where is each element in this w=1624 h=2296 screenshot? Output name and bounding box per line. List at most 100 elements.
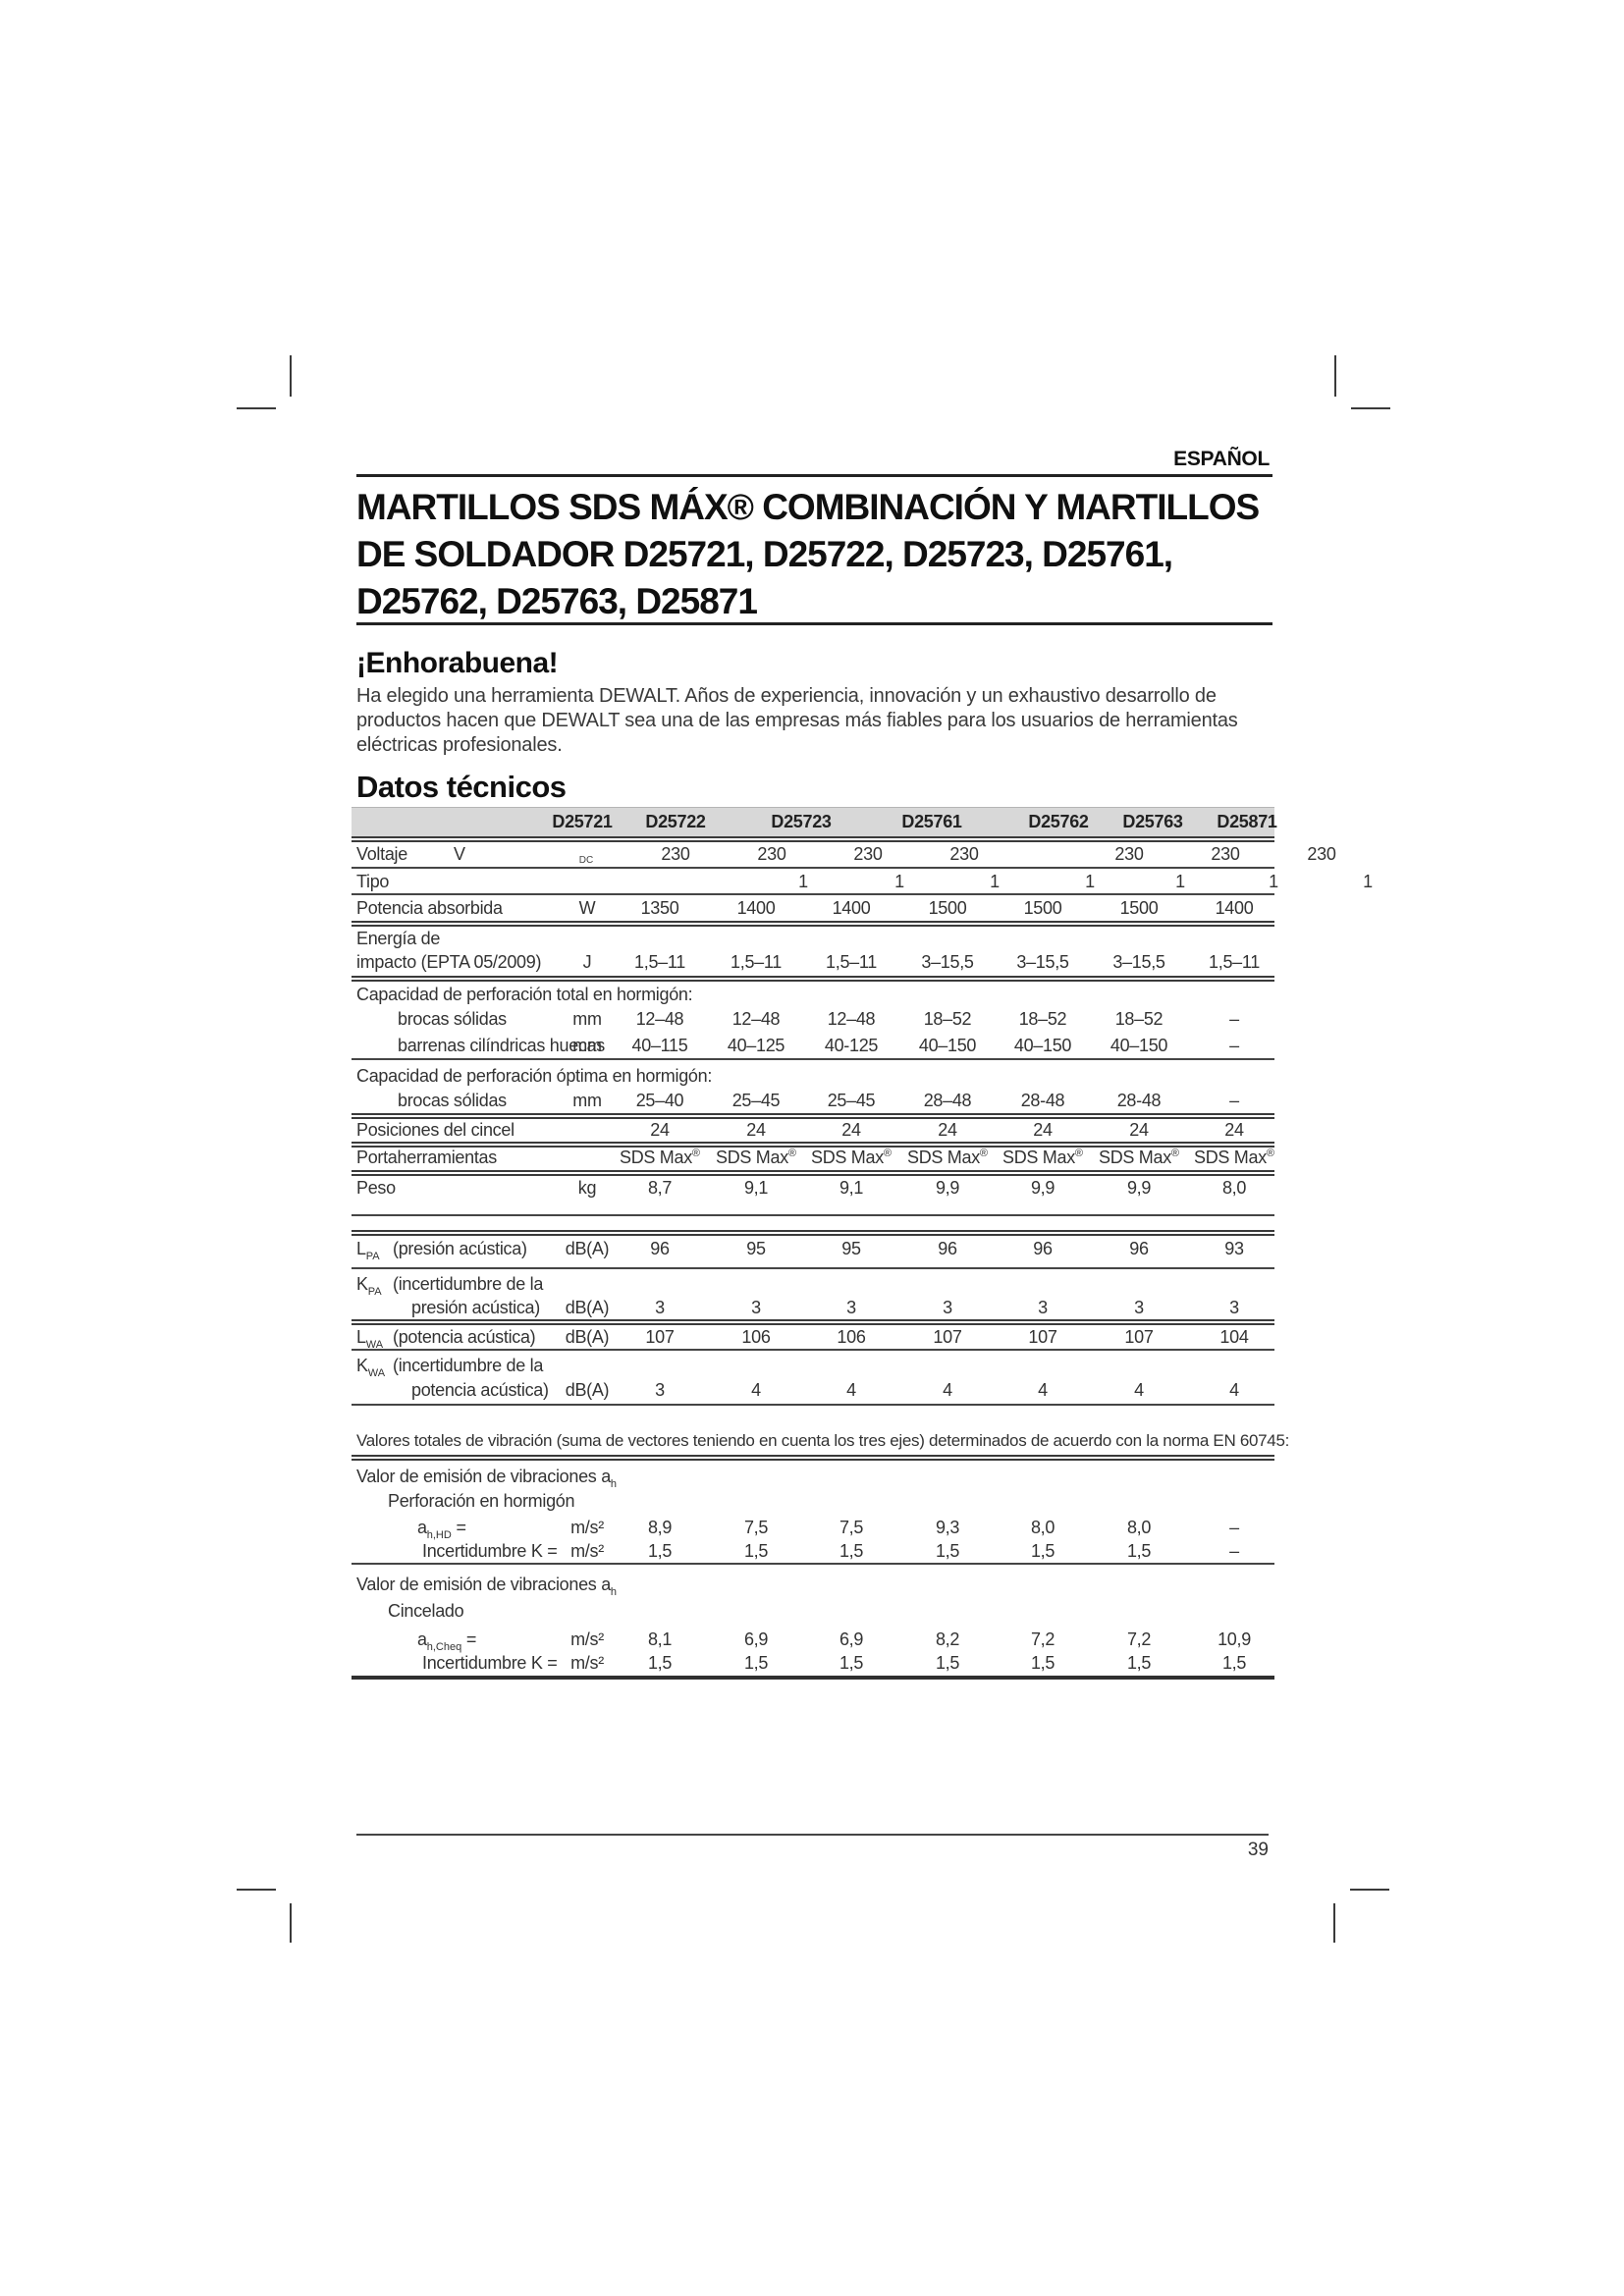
- table-row-potencia-label: Potencia absorbida: [356, 898, 503, 918]
- table-row-brocas1-value: 12–48: [635, 1009, 684, 1029]
- table-row-brocas1-label: brocas sólidas: [398, 1009, 507, 1029]
- model-column-header: D25762: [1028, 812, 1089, 831]
- crop-mark-top-left-h: [237, 407, 276, 409]
- table-row-brocas2-value: 25–40: [635, 1091, 684, 1110]
- vibration-group-1-row-1-label: ah,HD =: [417, 1518, 466, 1541]
- intro-line-2: productos hacen que DEWALT sea una de la…: [356, 710, 1238, 731]
- table-row-potencia-unit: W: [578, 898, 596, 918]
- table-row-tipo-value: 1: [1085, 872, 1095, 891]
- table-row-lpa-value: 95: [841, 1239, 861, 1258]
- table-row-voltaje-value: 230: [757, 844, 786, 864]
- table-row-voltaje-value: 230: [949, 844, 979, 864]
- table-row-lwa-unit: dB(A): [565, 1327, 610, 1347]
- table-row-peso-value: 9,1: [743, 1178, 769, 1198]
- table-row-potencia-value: 1400: [832, 898, 871, 918]
- intro-line-1: Ha elegido una herramienta DEWALT. Años …: [356, 685, 1217, 707]
- table-row-potencia-value: 1400: [736, 898, 776, 918]
- table-rule: [352, 1058, 1274, 1060]
- vibration-group-2-row-1-unit: m/s²: [570, 1629, 604, 1649]
- table-row-brocas1-value: 12–48: [827, 1009, 876, 1029]
- vibration-intro: Valores totales de vibración (suma de ve…: [356, 1431, 1290, 1450]
- table-row-energia-unit: J: [582, 952, 592, 972]
- table-row-brocas1-value: 18–52: [1018, 1009, 1067, 1029]
- table-row-lwa-value: 107: [1124, 1327, 1154, 1347]
- table-row-voltaje-value: 230: [1114, 844, 1144, 864]
- model-column-header: D25721: [552, 812, 613, 831]
- vibration-group-1-row-2-value: –: [1229, 1541, 1239, 1561]
- table-row-energia-value: 3–15,5: [1016, 952, 1069, 972]
- table-rule: [352, 1563, 1274, 1565]
- table-row-kwa-value: 3: [655, 1380, 665, 1400]
- vibration-group-1-title: Valor de emisión de vibraciones ah: [356, 1467, 618, 1490]
- crop-mark-bottom-right-v: [1333, 1903, 1335, 1943]
- table-row-kwa-desc2: potencia acústica): [411, 1380, 549, 1400]
- page-title-line-3: D25762, D25763, D25871: [356, 581, 758, 621]
- table-row-kwa-symbol: KWA: [356, 1356, 386, 1379]
- table-row-portaherramientas-value: SDS Max®: [810, 1148, 893, 1167]
- table-row-peso-unit: kg: [577, 1178, 597, 1198]
- table-row-potencia-value: 1350: [640, 898, 679, 918]
- vibration-group-2-row-1-label: ah,Cheq =: [417, 1629, 477, 1653]
- table-row-tipo-value: 1: [1269, 872, 1278, 891]
- table-row-posiciones-value: 24: [1033, 1120, 1053, 1140]
- table-row-peso-value: 9,9: [935, 1178, 960, 1198]
- table-row-kwa-value: 4: [846, 1380, 856, 1400]
- vibration-group-1-row-2-value: 1,5: [1030, 1541, 1056, 1561]
- table-rule: [352, 1404, 1274, 1406]
- vibration-group-1-row-2-value: 1,5: [647, 1541, 673, 1561]
- vibration-group-2-row-2-unit: m/s²: [570, 1653, 604, 1673]
- intro-line-3: eléctricas profesionales.: [356, 734, 563, 756]
- vibration-group-1-row-1-unit: m/s²: [570, 1518, 604, 1537]
- table-rule: [352, 836, 1274, 842]
- table-row-peso-label: Peso: [356, 1178, 396, 1198]
- table-row-lwa-desc: (potencia acústica): [393, 1327, 536, 1347]
- table-rule: [352, 1319, 1274, 1325]
- vibration-group-2-row-1-value: 6,9: [743, 1629, 769, 1649]
- header-rule: [356, 474, 1272, 477]
- crop-mark-top-right-h: [1351, 407, 1390, 409]
- title-rule: [356, 622, 1272, 625]
- table-row-posiciones-label: Posiciones del cincel: [356, 1120, 514, 1140]
- model-column-header: D25722: [645, 812, 706, 831]
- table-row-barrenas-value: 40–150: [918, 1036, 977, 1055]
- crop-mark-bottom-right-h: [1350, 1889, 1389, 1891]
- vibration-group-1-row-1-value: 7,5: [839, 1518, 864, 1537]
- vibration-group-2-row-2-value: 1,5: [839, 1653, 864, 1673]
- table-row-peso-value: 8,0: [1221, 1178, 1247, 1198]
- table-row-brocas2-unit: mm: [572, 1091, 602, 1110]
- table-row-brocas1-value: 12–48: [731, 1009, 781, 1029]
- table-rule: [352, 893, 1274, 895]
- table-row-tipo-value: 1: [894, 872, 904, 891]
- table-row-brocas2-label: brocas sólidas: [398, 1091, 507, 1110]
- vibration-group-1-row-1-value: 9,3: [935, 1518, 960, 1537]
- table-row-voltaje-value: 230: [1307, 844, 1336, 864]
- table-row-brocas2-value: 28-48: [1116, 1091, 1162, 1110]
- table-row-peso-value: 9,9: [1030, 1178, 1056, 1198]
- page-title-line-1: MARTILLOS SDS MÁX® COMBINACIÓN Y MARTILL…: [356, 487, 1260, 527]
- table-row-portaherramientas-value: SDS Max®: [1098, 1148, 1180, 1167]
- table-row-kpa-value: 3: [943, 1298, 952, 1317]
- table-row-kpa-desc: (incertidumbre de la: [393, 1274, 544, 1294]
- table-row-peso-value: 8,7: [647, 1178, 673, 1198]
- crop-mark-bottom-left-h: [237, 1889, 276, 1891]
- table-row-brocas2-value: –: [1229, 1091, 1239, 1110]
- vibration-group-2-row-2-value: 1,5: [647, 1653, 673, 1673]
- vibration-group-2-row-1-value: 7,2: [1126, 1629, 1152, 1649]
- table-row-brocas2-value: 25–45: [731, 1091, 781, 1110]
- table-row-barrenas-unit: mm: [572, 1036, 602, 1055]
- table-row-lpa-value: 96: [1033, 1239, 1053, 1258]
- model-column-header: D25871: [1217, 812, 1277, 831]
- model-column-header: D25723: [771, 812, 832, 831]
- table-rule: [352, 1230, 1274, 1236]
- table-row-kpa-value: 3: [846, 1298, 856, 1317]
- table-row-posiciones-value: 24: [938, 1120, 957, 1140]
- footer-rule: [356, 1834, 1269, 1836]
- table-rule: [352, 1349, 1274, 1351]
- table-row-barrenas-label: barrenas cilíndricas huecas: [398, 1036, 606, 1055]
- table-rule: [352, 1214, 1274, 1216]
- tech-data-heading: Datos técnicos: [356, 770, 567, 804]
- vibration-group-1-row-1-value: 7,5: [743, 1518, 769, 1537]
- table-row-lwa-value: 107: [1028, 1327, 1057, 1347]
- table-row-barrenas-value: 40–115: [631, 1036, 688, 1055]
